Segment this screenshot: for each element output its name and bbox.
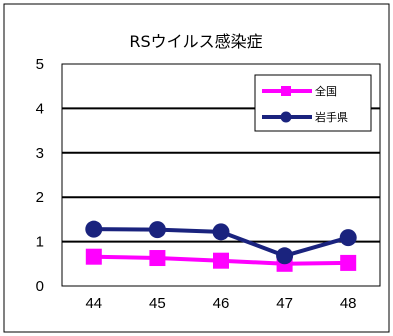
data-point [149, 250, 166, 267]
x-axis-ticks: 44 45 46 47 48 [85, 295, 356, 312]
legend-box [254, 74, 372, 132]
data-point [85, 248, 102, 265]
data-point [148, 221, 166, 239]
x-tick-label: 46 [213, 295, 230, 312]
data-point [212, 223, 230, 241]
chart-title: RSウイルス感染症 [129, 32, 262, 51]
y-tick-label: 1 [36, 234, 44, 251]
y-tick-label: 2 [36, 189, 44, 206]
x-tick-label: 44 [85, 295, 102, 312]
series-group [85, 220, 357, 272]
x-tick-label: 45 [149, 295, 166, 312]
legend-label: 全国 [315, 84, 337, 98]
y-tick-label: 3 [36, 145, 44, 162]
legend-marker [280, 111, 292, 123]
y-axis-ticks: 0 1 2 3 4 5 [36, 56, 44, 295]
y-tick-label: 4 [36, 100, 44, 117]
data-point [340, 254, 357, 271]
legend-label: 岩手県 [315, 110, 348, 124]
y-tick-label: 0 [36, 278, 44, 295]
data-point [85, 220, 103, 238]
data-point [339, 229, 357, 247]
data-point [213, 252, 229, 269]
x-tick-label: 47 [276, 295, 293, 312]
legend-marker [281, 86, 291, 96]
x-tick-label: 48 [340, 295, 357, 312]
data-point [276, 247, 294, 265]
y-tick-label: 5 [36, 56, 44, 73]
